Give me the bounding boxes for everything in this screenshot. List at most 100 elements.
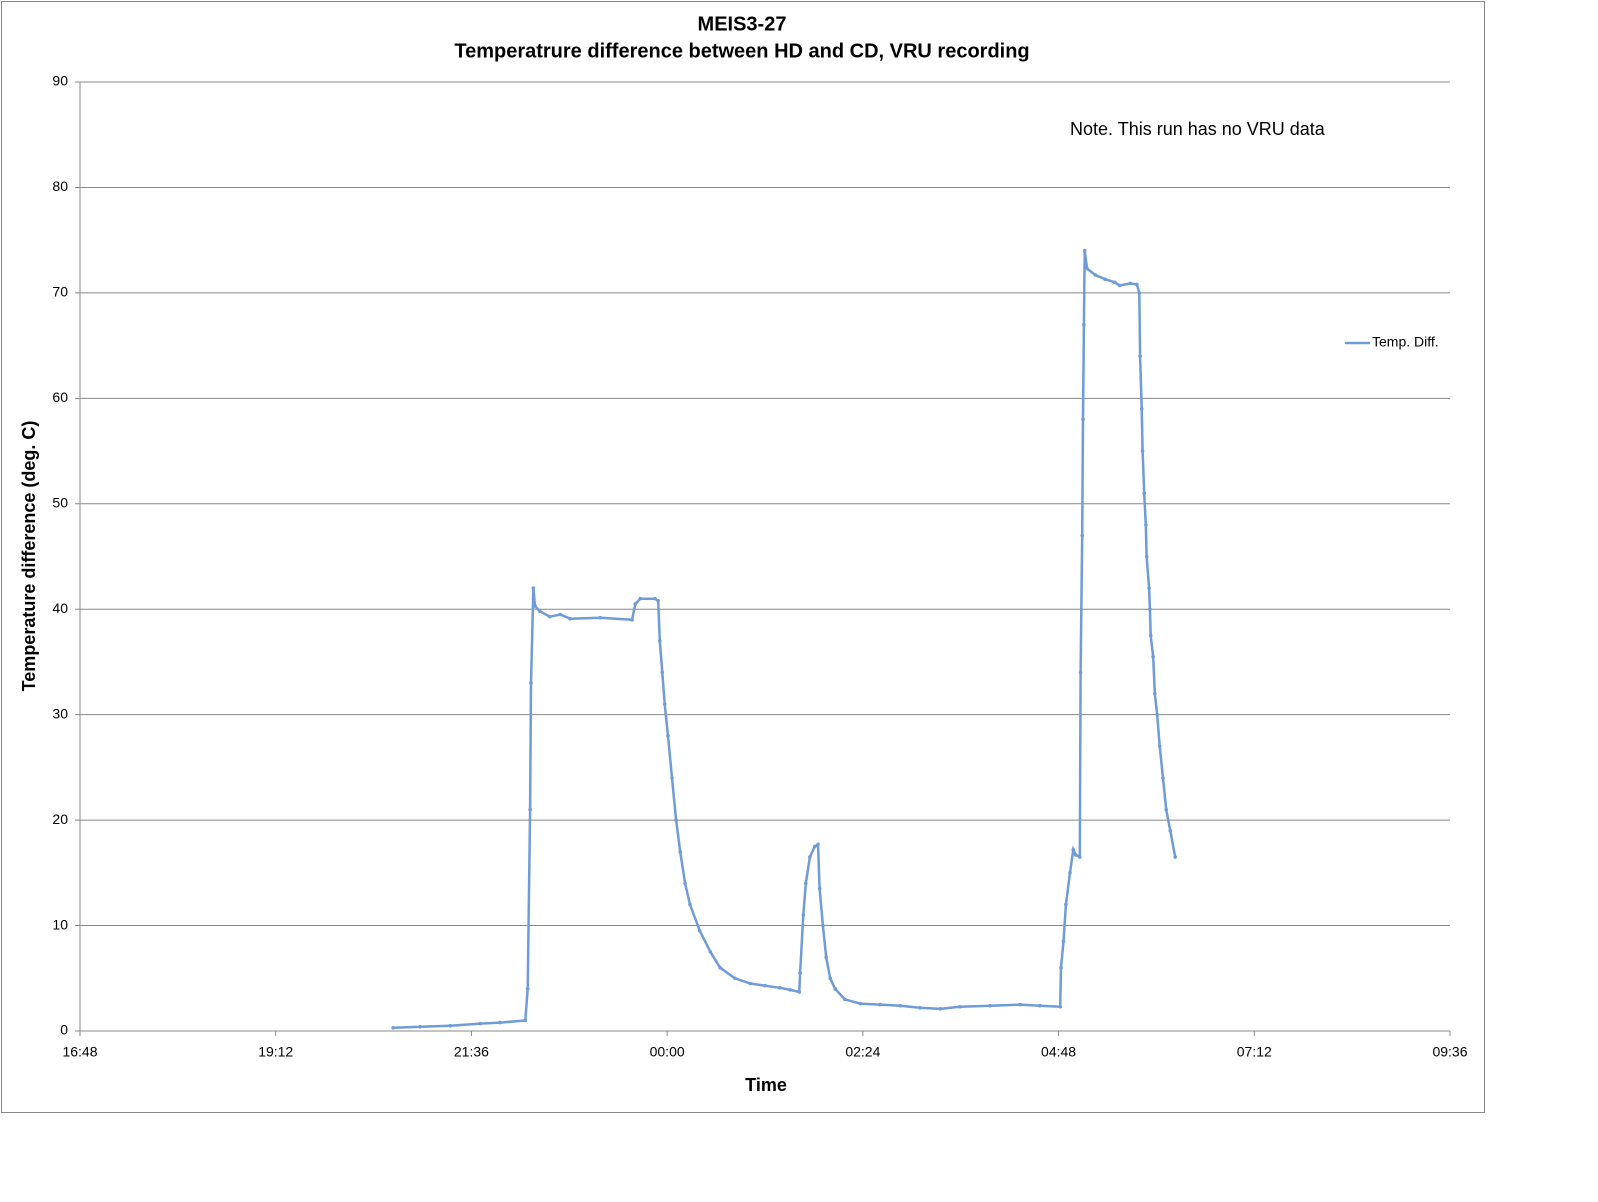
point bbox=[660, 670, 665, 675]
point bbox=[531, 586, 536, 590]
point bbox=[558, 612, 563, 617]
point bbox=[1137, 291, 1142, 295]
point bbox=[1093, 273, 1098, 277]
point bbox=[1068, 871, 1072, 875]
point bbox=[529, 681, 533, 685]
point bbox=[918, 1006, 922, 1010]
point bbox=[1059, 965, 1063, 970]
point bbox=[448, 1023, 453, 1028]
point bbox=[938, 1007, 943, 1011]
point bbox=[798, 971, 802, 975]
point bbox=[1081, 417, 1085, 422]
point bbox=[1135, 282, 1139, 287]
point bbox=[763, 983, 767, 988]
point bbox=[1080, 533, 1085, 538]
legend-label: Temp. Diff. bbox=[1372, 334, 1439, 350]
point bbox=[1152, 691, 1157, 696]
point bbox=[630, 617, 634, 622]
point bbox=[1064, 902, 1068, 907]
y-tick-label: 90 bbox=[52, 73, 68, 89]
point bbox=[653, 596, 657, 601]
y-tick-label: 60 bbox=[52, 389, 68, 405]
point bbox=[1161, 776, 1165, 780]
point bbox=[533, 604, 537, 608]
point bbox=[1139, 407, 1144, 411]
y-tick-label: 40 bbox=[52, 600, 68, 616]
point bbox=[683, 881, 687, 886]
point bbox=[391, 1026, 395, 1030]
chart-subtitle: Temperatrure difference between HD and C… bbox=[454, 40, 1029, 62]
y-tick-label: 50 bbox=[52, 494, 68, 510]
chart-border bbox=[1, 1, 1485, 1113]
point bbox=[418, 1024, 422, 1029]
x-tick-label: 21:36 bbox=[454, 1044, 489, 1060]
point bbox=[801, 913, 806, 917]
point bbox=[1103, 277, 1107, 281]
x-tick-label: 00:00 bbox=[650, 1044, 685, 1060]
point bbox=[1038, 1003, 1042, 1008]
point bbox=[1077, 855, 1082, 859]
point bbox=[958, 1004, 962, 1009]
point bbox=[878, 1002, 882, 1007]
point bbox=[718, 965, 722, 970]
point bbox=[1147, 586, 1151, 590]
point bbox=[547, 614, 552, 619]
annotation: Note. This run has no VRU data bbox=[1070, 119, 1326, 139]
point bbox=[598, 615, 603, 620]
point bbox=[803, 881, 808, 886]
point bbox=[666, 733, 670, 738]
point bbox=[697, 929, 702, 933]
point bbox=[478, 1021, 483, 1026]
y-tick-label: 0 bbox=[60, 1022, 68, 1038]
point bbox=[1078, 670, 1083, 675]
point bbox=[808, 855, 812, 859]
y-tick-label: 30 bbox=[52, 705, 68, 721]
point bbox=[1155, 712, 1160, 717]
series-line bbox=[393, 250, 1177, 1030]
point bbox=[1082, 248, 1087, 253]
point bbox=[1151, 654, 1155, 659]
point bbox=[670, 776, 674, 780]
y-axis-title: Temperature difference (deg. C) bbox=[19, 421, 39, 692]
point bbox=[1142, 491, 1146, 496]
point bbox=[821, 923, 825, 928]
point bbox=[1144, 554, 1149, 559]
point bbox=[528, 807, 532, 812]
point bbox=[568, 616, 572, 621]
point bbox=[1164, 807, 1169, 812]
point bbox=[733, 976, 737, 981]
point bbox=[824, 955, 828, 959]
point bbox=[1058, 1004, 1063, 1009]
point bbox=[498, 1020, 502, 1025]
point bbox=[638, 596, 643, 601]
y-tick-label: 10 bbox=[52, 916, 68, 932]
point bbox=[1148, 607, 1152, 612]
point bbox=[523, 1018, 528, 1023]
point bbox=[898, 1003, 903, 1008]
point bbox=[1157, 744, 1162, 749]
point bbox=[1071, 847, 1076, 852]
point bbox=[538, 609, 542, 614]
point bbox=[843, 997, 847, 1002]
x-tick-label: 07:12 bbox=[1237, 1044, 1272, 1060]
point bbox=[633, 602, 638, 606]
point bbox=[688, 902, 692, 907]
chart-title: MEIS3-27 bbox=[698, 13, 787, 35]
point bbox=[748, 981, 753, 986]
x-tick-label: 02:24 bbox=[845, 1044, 880, 1060]
point bbox=[658, 639, 662, 643]
point bbox=[1018, 1002, 1023, 1007]
point bbox=[817, 886, 822, 891]
point bbox=[816, 842, 820, 847]
point bbox=[828, 976, 833, 981]
point bbox=[1117, 283, 1122, 288]
point bbox=[1168, 828, 1173, 833]
x-tick-label: 19:12 bbox=[258, 1044, 293, 1060]
point bbox=[797, 990, 802, 994]
x-tick-label: 16:48 bbox=[62, 1044, 97, 1060]
x-tick-label: 04:48 bbox=[1041, 1044, 1076, 1060]
point bbox=[1138, 354, 1142, 358]
point bbox=[988, 1003, 992, 1008]
